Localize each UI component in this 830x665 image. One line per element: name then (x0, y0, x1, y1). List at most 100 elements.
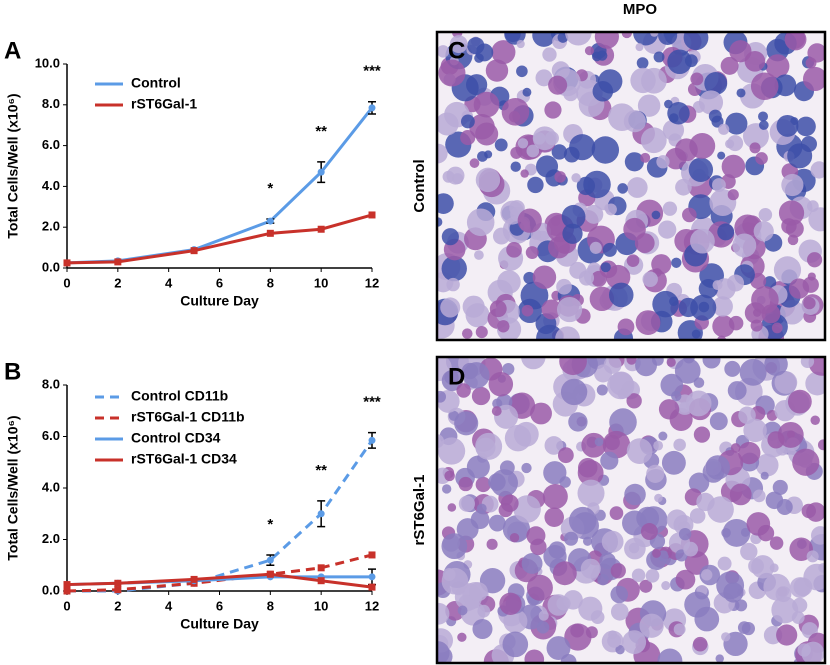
cell (538, 610, 549, 621)
point (266, 229, 274, 237)
cell (738, 406, 756, 425)
cell (489, 300, 507, 318)
cell (675, 569, 696, 590)
cell (685, 390, 712, 417)
cell (510, 161, 521, 172)
cell (600, 262, 611, 273)
cell (609, 282, 634, 308)
cell (542, 484, 568, 510)
cell (653, 440, 664, 451)
point (317, 577, 325, 585)
cell (569, 134, 596, 161)
cell (759, 120, 769, 130)
point (368, 104, 376, 112)
cell (477, 151, 488, 162)
cell (543, 461, 567, 485)
cell (624, 483, 646, 506)
cell (623, 110, 646, 133)
y-tick-label: 8.0 (42, 96, 60, 111)
cell (628, 542, 640, 554)
cell (544, 507, 564, 527)
point (317, 510, 325, 518)
cell (526, 144, 540, 158)
legend-label: Control CD11b (131, 388, 228, 404)
cell (777, 421, 804, 448)
cell (557, 447, 574, 464)
cell (437, 390, 447, 403)
cell (772, 479, 788, 495)
cell (522, 87, 532, 97)
cell (721, 527, 731, 538)
cell (660, 373, 684, 397)
cell (728, 315, 744, 331)
cell (559, 357, 587, 376)
cell (787, 143, 813, 169)
micrographs (435, 30, 827, 665)
cell (447, 503, 457, 512)
cell (577, 458, 598, 478)
cell (610, 585, 628, 604)
cell (624, 152, 645, 172)
cell (781, 173, 804, 197)
legend-label: rST6Gal-1 CD34 (131, 451, 237, 467)
cell (807, 272, 816, 281)
cell (661, 450, 686, 475)
cell (683, 541, 699, 557)
cell (438, 59, 466, 87)
cell (552, 561, 577, 586)
cell (605, 203, 617, 216)
x-tick-label: 6 (216, 275, 223, 290)
cell (591, 136, 620, 164)
cell (466, 208, 495, 237)
cell (441, 533, 468, 560)
cell (635, 310, 661, 335)
cell (590, 270, 607, 287)
cell (594, 32, 619, 49)
cell (561, 204, 586, 229)
x-tick-label: 10 (314, 598, 328, 613)
cell (678, 527, 692, 541)
cell (656, 155, 670, 169)
cell (712, 280, 723, 291)
cell (635, 357, 658, 377)
cell (596, 384, 608, 396)
cell (446, 277, 460, 292)
cell (639, 613, 664, 638)
cell (696, 492, 715, 512)
cell (600, 451, 619, 470)
point (114, 579, 122, 587)
row-label: rST6Gal-1 (411, 475, 428, 546)
cell (437, 437, 466, 465)
cell (462, 295, 485, 318)
panel-letter: D (448, 363, 465, 390)
y-axis-label: Total Cells/Well (x10⁶) (5, 415, 21, 560)
cell (458, 495, 476, 512)
cell (589, 241, 602, 254)
y-tick-label: 2.0 (42, 219, 60, 234)
cell (805, 371, 825, 396)
cell (662, 201, 678, 216)
cell (486, 538, 498, 550)
y-tick-label: 4.0 (42, 479, 60, 494)
cell (651, 210, 661, 220)
cell (437, 602, 450, 625)
cell (771, 596, 799, 624)
cell (568, 412, 588, 432)
point (114, 586, 122, 594)
cell (721, 632, 731, 642)
cell (817, 439, 825, 451)
cell (690, 294, 717, 321)
cell (544, 436, 564, 455)
cell (712, 315, 735, 338)
cell (517, 208, 542, 233)
cell (682, 207, 697, 223)
cell (546, 636, 571, 660)
cell (752, 489, 766, 503)
legend-label: Control (131, 75, 181, 91)
cell (521, 357, 546, 370)
cell (662, 119, 685, 141)
cell (535, 69, 553, 87)
cell (667, 49, 692, 75)
y-tick-label: 0.0 (42, 259, 60, 274)
cell (803, 563, 825, 591)
